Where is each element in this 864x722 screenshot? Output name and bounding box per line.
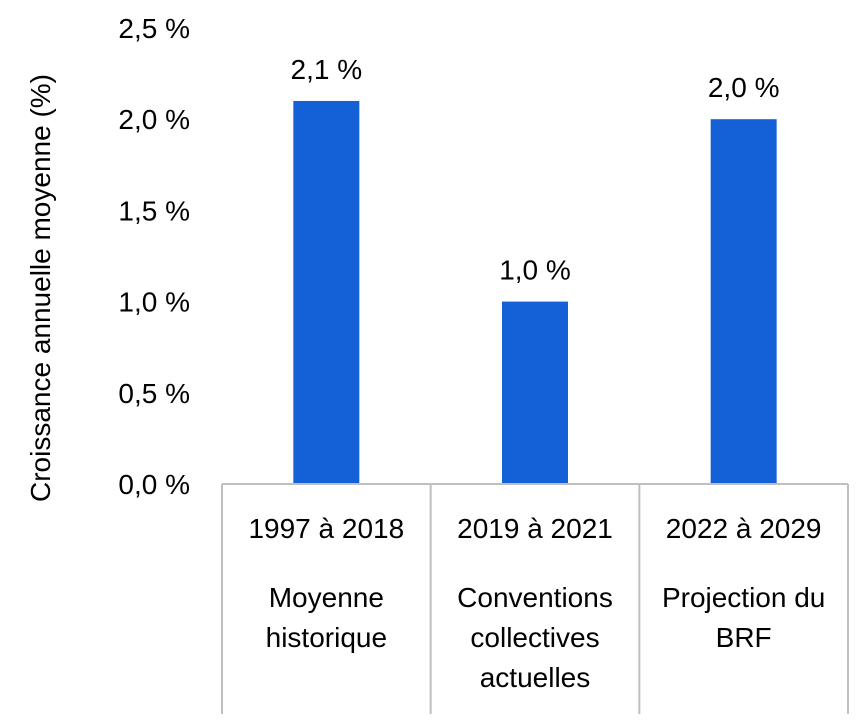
- bar: [293, 100, 360, 485]
- bar: [710, 119, 777, 484]
- bars: [293, 100, 777, 485]
- x-tick-label-description: BRF: [716, 622, 772, 653]
- x-tick-label-description: actuelles: [480, 662, 591, 693]
- data-label: 1,0 %: [499, 255, 571, 286]
- y-tick-label: 1,0 %: [118, 287, 190, 318]
- x-tick-label-description: collectives: [470, 622, 599, 653]
- y-tick-label: 2,0 %: [118, 104, 190, 135]
- x-tick-label-description: Conventions: [457, 582, 613, 613]
- y-tick-label: 0,5 %: [118, 378, 190, 409]
- y-tick-labels: 0,0 % 0,5 % 1,0 % 1,5 % 2,0 % 2,5 %: [118, 13, 190, 500]
- data-label: 2,0 %: [708, 72, 780, 103]
- data-labels: 2,1 % 1,0 % 2,0 %: [291, 54, 780, 286]
- y-tick-label: 1,5 %: [118, 195, 190, 226]
- bar: [502, 301, 568, 484]
- x-tick-label-description: historique: [266, 622, 387, 653]
- x-tick-label-period: 1997 à 2018: [248, 513, 404, 544]
- data-label: 2,1 %: [291, 54, 363, 85]
- y-tick-label: 0,0 %: [118, 469, 190, 500]
- x-tick-label-description: Moyenne: [269, 582, 384, 613]
- x-tick-label-period: 2019 à 2021: [457, 513, 613, 544]
- x-axis: 1997 à 2018 Moyenne historique 2019 à 2021 C…: [221, 483, 849, 714]
- y-axis-label: Croissance annuelle moyenne (%): [25, 74, 56, 502]
- x-tick-label-description: Projection du: [662, 582, 825, 613]
- y-tick-label: 2,5 %: [118, 13, 190, 44]
- x-tick-label-period: 2022 à 2029: [666, 513, 822, 544]
